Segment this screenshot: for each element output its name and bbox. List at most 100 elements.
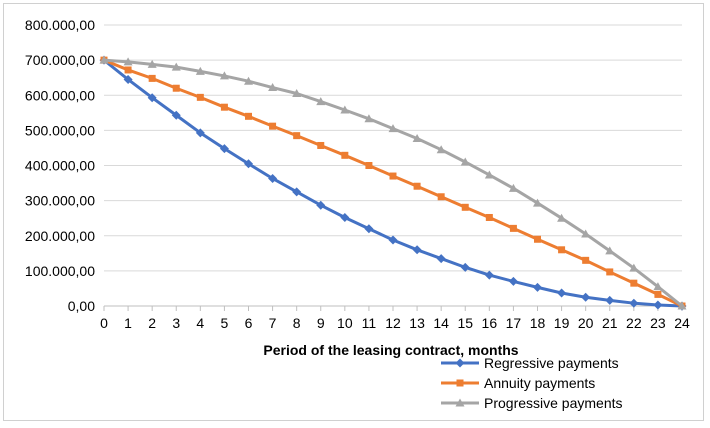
x-tick-label: 16 xyxy=(482,315,498,331)
legend-label-regressive-payments: Regressive payments xyxy=(484,355,619,371)
data-point xyxy=(171,62,181,71)
data-point xyxy=(654,290,662,298)
data-point xyxy=(581,292,591,302)
x-axis-label: Period of the leasing contract, months xyxy=(263,342,518,358)
data-point xyxy=(484,270,494,280)
data-point xyxy=(148,74,156,82)
data-point xyxy=(292,187,302,197)
x-tick-label: 23 xyxy=(650,315,666,331)
data-point xyxy=(533,198,542,207)
data-point xyxy=(316,200,326,210)
data-point xyxy=(533,282,542,292)
data-point xyxy=(581,229,591,238)
x-tick-label: 15 xyxy=(457,315,473,331)
data-point xyxy=(558,246,566,254)
data-point xyxy=(460,262,470,272)
x-tick-label: 4 xyxy=(196,315,204,331)
data-point xyxy=(219,144,229,154)
x-tick-label: 20 xyxy=(578,315,594,331)
x-tick-label: 12 xyxy=(385,315,401,331)
data-point xyxy=(629,298,639,308)
legend-marker-progressive-payments xyxy=(455,398,465,407)
data-point xyxy=(364,114,374,123)
data-point xyxy=(245,112,252,120)
data-point xyxy=(677,301,687,310)
data-point xyxy=(195,128,205,138)
series-group xyxy=(99,55,687,311)
x-tick-label: 22 xyxy=(626,315,642,331)
data-point xyxy=(99,55,109,64)
data-point xyxy=(244,76,253,85)
data-point xyxy=(461,203,469,211)
x-tick-label: 19 xyxy=(554,315,570,331)
y-tick-label: 700.000,00 xyxy=(25,52,95,68)
data-point xyxy=(437,193,445,201)
y-tick-label: 0,00 xyxy=(68,298,95,314)
data-point xyxy=(268,83,278,92)
data-point xyxy=(219,71,229,80)
series-line-regressive-payments xyxy=(103,58,683,308)
y-tick-label: 800.000,00 xyxy=(25,17,95,33)
data-point xyxy=(534,235,541,243)
data-point xyxy=(196,93,204,101)
y-tick-label: 100.000,00 xyxy=(25,263,95,279)
data-point xyxy=(630,279,638,287)
data-point xyxy=(485,213,493,221)
x-tick-label: 21 xyxy=(602,315,618,331)
data-point xyxy=(484,170,494,179)
x-tick-label: 11 xyxy=(362,315,377,331)
y-tick-label: 300.000,00 xyxy=(25,193,95,209)
data-point xyxy=(123,74,133,84)
data-point xyxy=(269,122,277,130)
x-tick-label: 13 xyxy=(409,315,425,331)
x-tick-labels: 0 1 2 3 4 5 6 7 8 9 10 11 12 13 14 15 16 17 18 19 20 21 22 23 24 xyxy=(100,315,690,331)
gridlines xyxy=(103,24,683,311)
x-tick-label: 24 xyxy=(674,315,690,331)
data-point xyxy=(557,213,567,222)
series-progressive-payments xyxy=(99,55,687,310)
data-point xyxy=(292,88,302,97)
data-point xyxy=(436,145,446,154)
data-point xyxy=(412,133,422,142)
x-tick-label: 9 xyxy=(317,315,325,331)
data-point xyxy=(413,182,421,190)
data-point xyxy=(316,97,326,106)
data-point xyxy=(606,268,614,276)
data-point xyxy=(195,66,205,75)
data-point xyxy=(605,246,615,255)
data-point xyxy=(653,300,663,310)
data-point xyxy=(460,157,470,166)
y-tick-labels: 0,00 100.000,00 200.000,00 300.000,00 400.00… xyxy=(25,17,95,314)
data-point xyxy=(293,132,301,140)
data-point xyxy=(388,235,398,245)
data-point xyxy=(268,173,278,183)
y-tick-label: 500.000,00 xyxy=(25,122,95,138)
x-tick-label: 5 xyxy=(221,315,229,331)
y-tick-label: 200.000,00 xyxy=(25,228,95,244)
x-tick-label: 14 xyxy=(433,315,449,331)
chart-frame xyxy=(3,3,704,421)
x-tick-label: 8 xyxy=(293,315,301,331)
x-tick-label: 0 xyxy=(100,315,108,331)
legend-marker-annuity-payments xyxy=(456,379,464,387)
y-tick-label: 600.000,00 xyxy=(25,87,95,103)
data-point xyxy=(340,105,350,114)
data-point xyxy=(557,288,567,298)
data-point xyxy=(147,59,157,68)
series-annuity-payments xyxy=(100,56,686,310)
data-point xyxy=(365,162,373,169)
data-point xyxy=(629,263,639,272)
x-tick-label: 1 xyxy=(124,315,132,331)
x-tick-label: 17 xyxy=(506,315,522,331)
data-point xyxy=(123,57,133,66)
data-point xyxy=(436,254,446,264)
data-point xyxy=(582,256,590,264)
data-point xyxy=(508,276,518,286)
data-point xyxy=(124,66,132,74)
data-point xyxy=(605,295,615,305)
data-point xyxy=(220,103,228,111)
data-point xyxy=(340,212,350,222)
x-tick-label: 10 xyxy=(337,315,353,331)
legend: Regressive payments Annuity payments Progr… xyxy=(441,355,623,411)
